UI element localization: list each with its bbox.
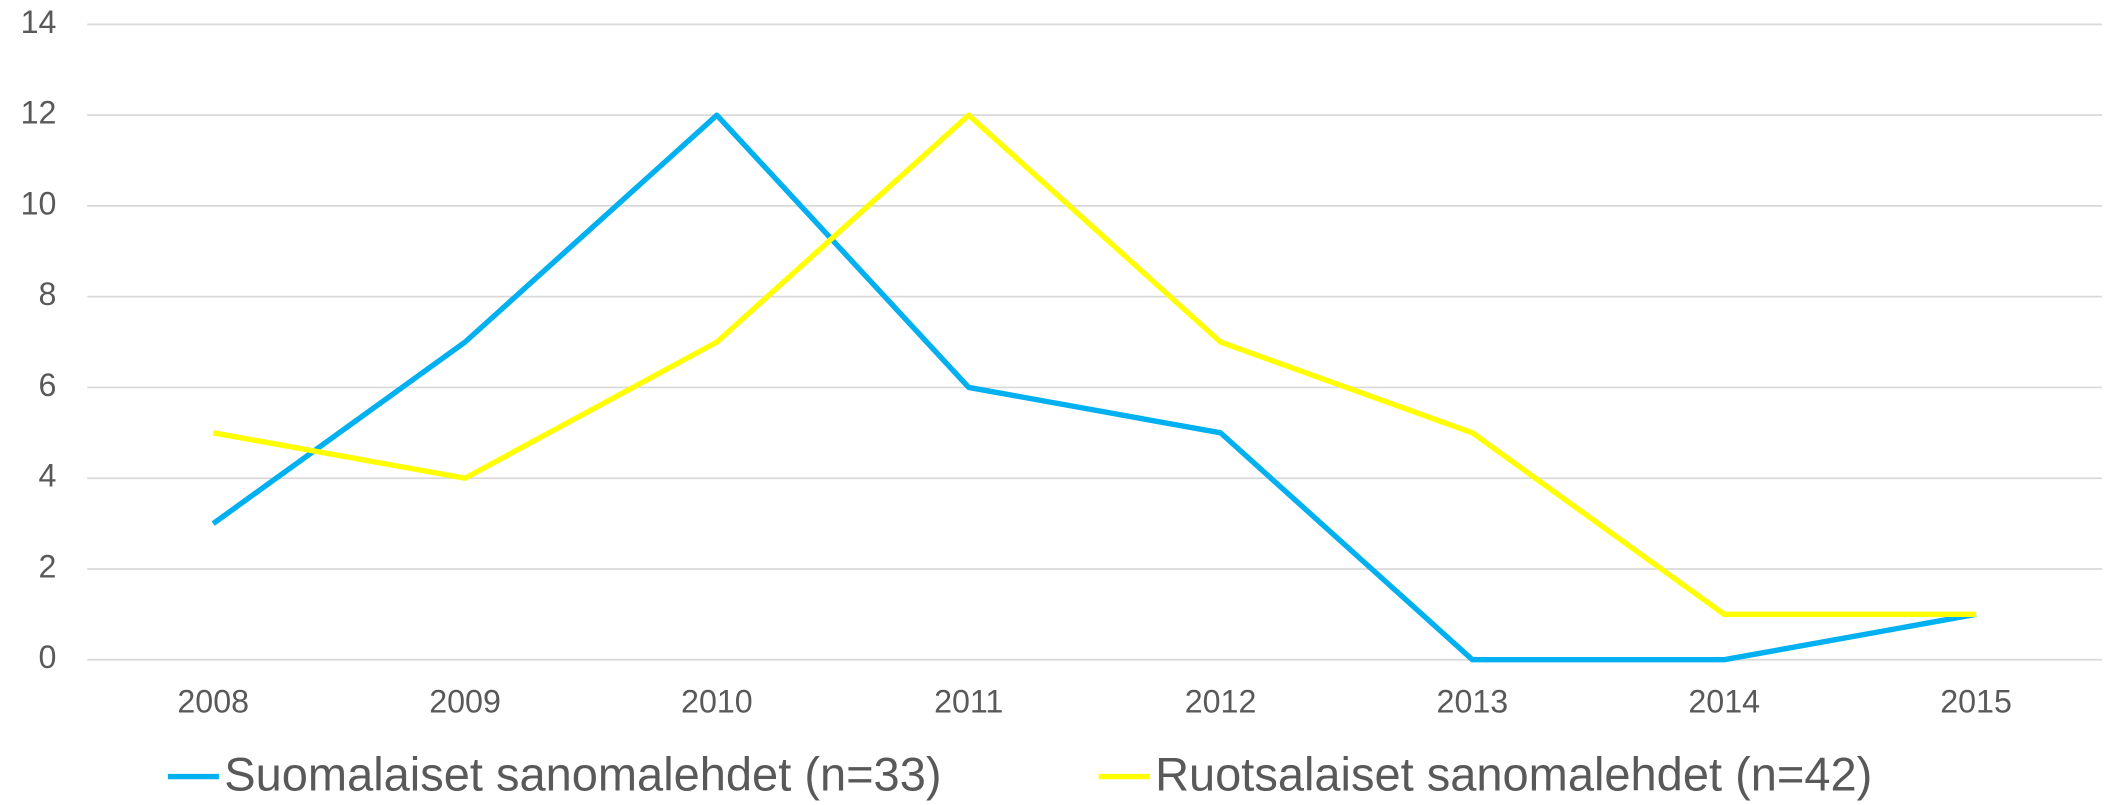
y-tick-label: 8 [38, 276, 56, 312]
legend-label: Ruotsalaiset sanomalehdet (n=42) [1155, 747, 1872, 800]
x-tick-label: 2012 [1185, 684, 1257, 720]
series-line [211, 112, 1977, 663]
y-tick-label: 4 [38, 458, 56, 494]
x-tick-label: 2008 [177, 684, 249, 720]
y-tick-label: 0 [38, 639, 56, 675]
x-tick-label: 2011 [934, 684, 1003, 720]
y-tick-label: 10 [21, 185, 57, 221]
x-tick-label: 2014 [1688, 684, 1760, 720]
y-tick-label: 12 [21, 95, 57, 131]
series-line [212, 112, 1977, 618]
y-tick-label: 14 [21, 4, 57, 40]
x-tick-label: 2015 [1940, 684, 2012, 720]
x-tick-label: 2013 [1437, 684, 1509, 720]
legend-label: Suomalaiset sanomalehdet (n=33) [224, 747, 941, 800]
y-tick-label: 6 [38, 367, 56, 403]
y-tick-label: 2 [38, 548, 56, 584]
x-tick-label: 2010 [681, 684, 753, 720]
x-tick-label: 2009 [429, 684, 501, 720]
